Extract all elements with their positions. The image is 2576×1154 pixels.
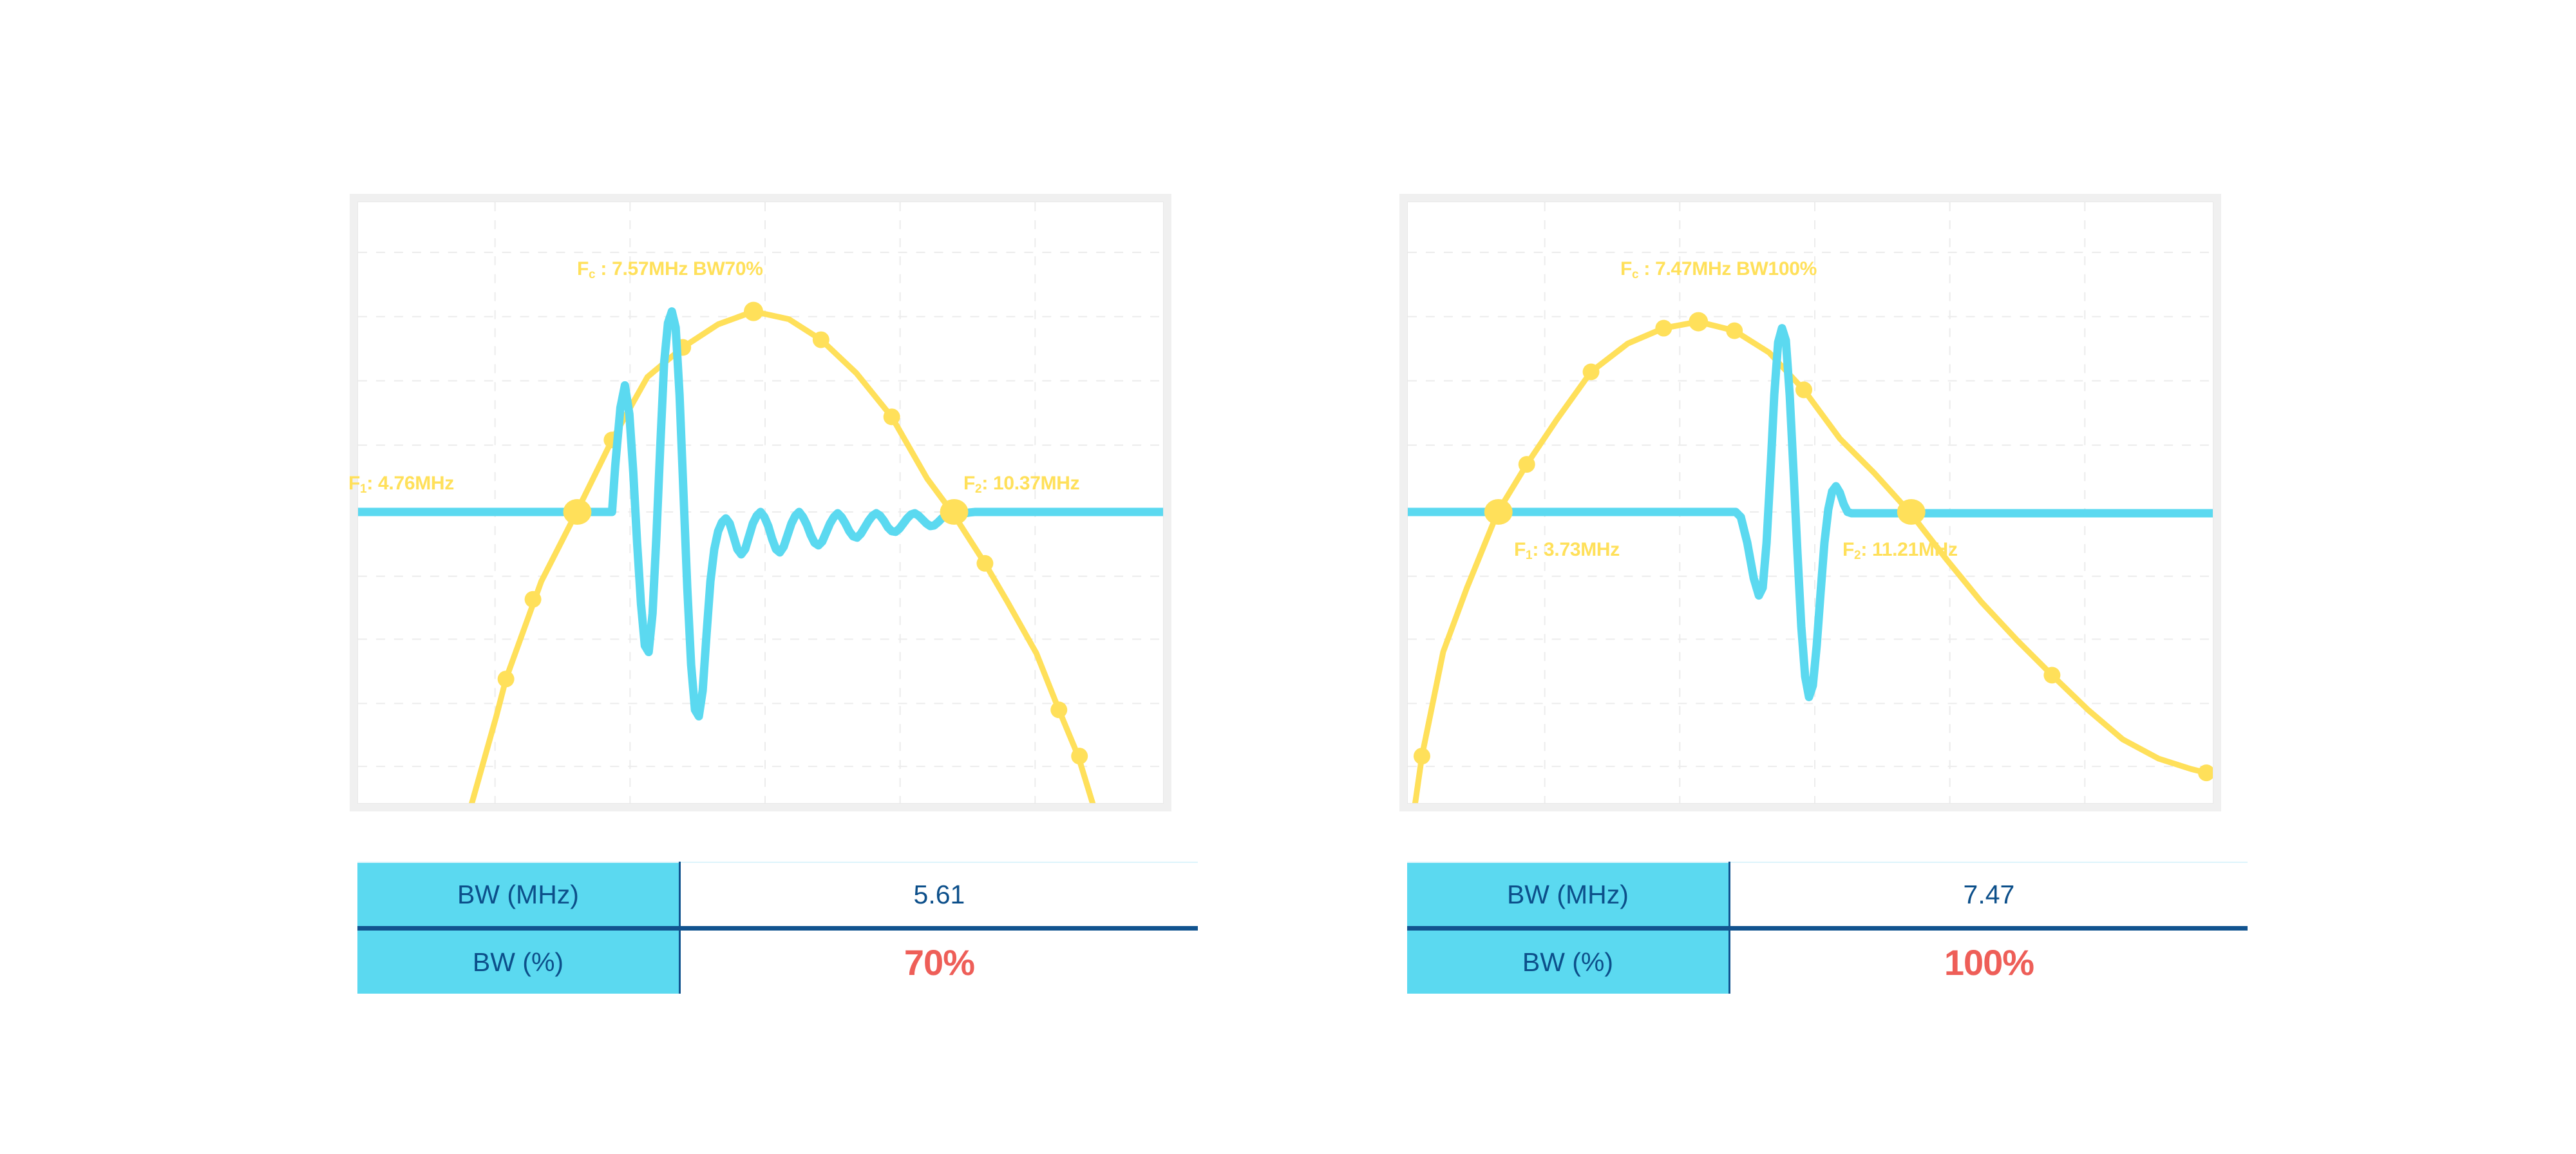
f2-marker [1897, 499, 1926, 525]
bw-pct-value: 70% [679, 928, 1198, 994]
fc-annotation-bw100: Fc : 7.47MHz BW100% [1620, 258, 1817, 281]
cutoff-markers [1484, 499, 1926, 525]
pulse-waveform [358, 307, 1163, 721]
bw-pct-label: BW (%) [1407, 928, 1730, 994]
spectrum-plot-bw70: Fc : 7.57MHz BW70% F1: 4.76MHz F2: 10.37… [348, 202, 1164, 804]
bw-pct-badge: 100% [1944, 941, 2034, 983]
bw-pct-badge: 70% [904, 941, 975, 983]
bw-mhz-label: BW (MHz) [357, 862, 681, 931]
f1-annotation-bw100: F1: 3.73MHz [1514, 539, 1620, 562]
f1-marker [1484, 499, 1513, 525]
spectrum-curve [469, 308, 1096, 803]
panel-bw70: Fc : 7.57MHz BW70% F1: 4.76MHz F2: 10.37… [335, 0, 1236, 1154]
f2-marker [940, 499, 969, 525]
spectrum-markers [497, 301, 1088, 765]
bw-table-bw100: BW (MHz) 7.47 BW (%) 100% [1407, 862, 2248, 994]
f1-marker [563, 499, 592, 525]
f2-annotation-bw70: F2: 10.37MHz [963, 473, 1080, 496]
spectrum-chart-svg-bw70 [358, 202, 1163, 803]
table-row: BW (MHz) 5.61 [357, 862, 1198, 931]
bw-table-bw70: BW (MHz) 5.61 BW (%) 70% [357, 862, 1198, 994]
cutoff-markers [563, 499, 969, 525]
table-row: BW (%) 100% [1407, 928, 2248, 994]
pulse-waveform [1408, 324, 2213, 701]
grid-lines [1408, 202, 2213, 803]
table-row: BW (%) 70% [357, 928, 1198, 994]
grid-lines [358, 202, 1163, 803]
spectrum-chart-svg-bw100 [1408, 202, 2213, 803]
panel-bw100: Fc : 7.47MHz BW100% F1: 3.73MHz F2: 11.2… [1385, 0, 2286, 1154]
table-row: BW (MHz) 7.47 [1407, 862, 2248, 931]
bw-pct-value: 100% [1729, 928, 2248, 994]
bw-mhz-value: 7.47 [1729, 862, 2248, 931]
spectrum-markers [1413, 312, 2213, 782]
f1-annotation-bw70: F1: 4.76MHz [348, 473, 454, 496]
bw-mhz-value: 5.61 [679, 862, 1198, 931]
f2-annotation-bw100: F2: 11.21MHz [1842, 539, 1958, 562]
bw-mhz-label: BW (MHz) [1407, 862, 1730, 931]
spectrum-plot-bw100: Fc : 7.47MHz BW100% F1: 3.73MHz F2: 11.2… [1407, 202, 2213, 804]
fc-annotation-bw70: Fc : 7.57MHz BW70% [577, 258, 763, 281]
bw-pct-label: BW (%) [357, 928, 681, 994]
